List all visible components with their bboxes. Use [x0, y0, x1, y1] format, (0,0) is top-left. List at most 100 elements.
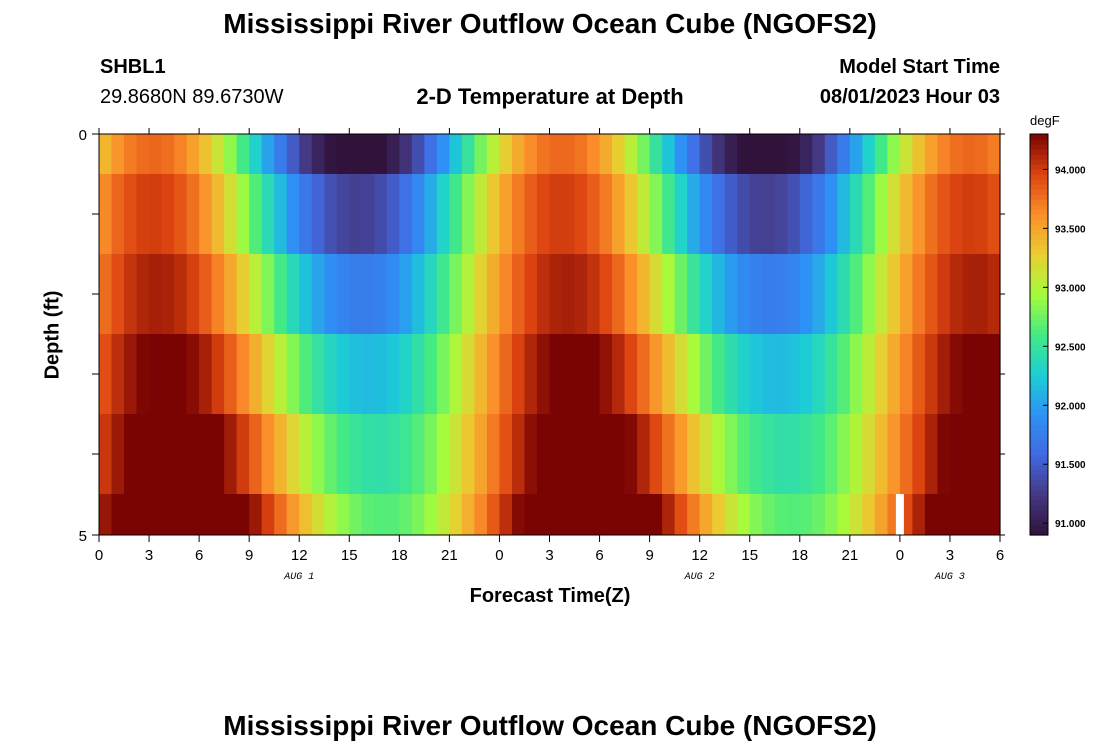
heatmap-cell — [336, 174, 350, 254]
heatmap-cell — [199, 254, 213, 334]
heatmap-cell — [349, 174, 363, 254]
colorbar-band — [1030, 254, 1048, 260]
x-tick-label: 9 — [245, 547, 253, 564]
colorbar-band — [1030, 364, 1048, 371]
heatmap-cell — [399, 134, 413, 174]
heatmap-cell — [549, 414, 563, 494]
heatmap-cell — [687, 174, 701, 254]
colorbar-band — [1030, 169, 1048, 175]
heatmap-cell — [399, 414, 413, 494]
heatmap-cell — [712, 334, 726, 414]
heatmap-cell — [124, 414, 138, 494]
heatmap-cell — [624, 334, 638, 414]
heatmap-cell — [199, 414, 213, 494]
heatmap-cell — [99, 494, 113, 535]
colorbar-band — [1030, 524, 1048, 531]
colorbar-band — [1030, 244, 1048, 250]
heatmap-cell — [124, 254, 138, 334]
heatmap-cell — [424, 134, 438, 174]
heatmap-cell — [674, 134, 688, 174]
heatmap-cell — [649, 254, 663, 334]
heatmap-cell — [324, 254, 338, 334]
heatmap-cell — [361, 254, 375, 334]
heatmap-cell — [824, 254, 838, 334]
heatmap-cell — [562, 134, 576, 174]
heatmap-cell — [261, 414, 275, 494]
heatmap-cell — [424, 254, 438, 334]
heatmap-cell — [249, 334, 263, 414]
heatmap-cell — [637, 254, 651, 334]
heatmap-cell — [662, 174, 676, 254]
heatmap-cell — [411, 334, 425, 414]
heatmap-cell — [799, 334, 813, 414]
heatmap-cell — [837, 134, 851, 174]
heatmap-cell — [824, 174, 838, 254]
heatmap-cell — [336, 494, 350, 535]
heatmap-cell — [974, 254, 989, 334]
colorbar-band — [1030, 429, 1048, 436]
heatmap-cell — [524, 494, 538, 535]
colorbar-band — [1030, 329, 1048, 336]
heatmap-cell — [637, 174, 651, 254]
heatmap-cell — [286, 134, 300, 174]
x-tick-label: 0 — [495, 547, 503, 564]
heatmap-cell — [937, 494, 951, 535]
heatmap-cell — [399, 254, 413, 334]
heatmap-cell — [737, 414, 751, 494]
heatmap-cell — [874, 494, 888, 535]
heatmap-cell — [787, 254, 801, 334]
heatmap-cell — [324, 134, 338, 174]
heatmap-cell — [637, 134, 651, 174]
heatmap-cell — [274, 334, 288, 414]
colorbar-band — [1030, 289, 1048, 295]
heatmap-cell — [887, 134, 901, 174]
heatmap-cell — [274, 134, 288, 174]
heatmap-cell — [249, 254, 263, 334]
heatmap-cell — [261, 174, 275, 254]
heatmap-cell — [549, 494, 563, 535]
heatmap-cell — [511, 414, 526, 494]
heatmap-cell — [699, 174, 713, 254]
colorbar-frame — [1029, 133, 1049, 536]
colorbar-band — [1030, 424, 1048, 431]
heatmap-cell — [974, 494, 989, 535]
colorbar-band — [1030, 324, 1048, 331]
heatmap-cell — [299, 414, 313, 494]
colorbar-band — [1030, 339, 1048, 346]
heatmap-cell — [724, 134, 738, 174]
heatmap-cell — [649, 414, 663, 494]
heatmap-cell — [562, 494, 576, 535]
heatmap-cell — [149, 494, 163, 535]
heatmap-cell — [762, 254, 776, 334]
heatmap-cell — [374, 414, 388, 494]
heatmap-cell — [774, 494, 788, 535]
colorbar-band — [1030, 274, 1048, 280]
heatmap-cell — [862, 174, 876, 254]
heatmap-cell — [449, 334, 463, 414]
heatmap-cell — [249, 494, 263, 535]
colorbar-band — [1030, 474, 1048, 481]
missing-data-marker — [895, 494, 904, 535]
colorbar-band — [1030, 194, 1048, 200]
heatmap-cell — [411, 254, 425, 334]
heatmap-cell — [186, 414, 200, 494]
heatmap-cell — [987, 334, 1001, 414]
heatmap-cell — [249, 134, 263, 174]
heatmap-cell — [787, 134, 801, 174]
heatmap-cell — [311, 494, 325, 535]
heatmap-cell — [824, 414, 838, 494]
heatmap-cell — [912, 134, 926, 174]
heatmap-cell — [511, 174, 526, 254]
heatmap-cell — [136, 494, 150, 535]
heatmap-cell — [899, 134, 913, 174]
heatmap-cell — [411, 174, 425, 254]
heatmap-cell — [774, 254, 788, 334]
colorbar-band — [1030, 389, 1048, 396]
heatmap-cell — [211, 174, 225, 254]
colorbar-band — [1030, 519, 1048, 526]
heatmap-cell — [461, 254, 476, 334]
x-tick-label: 6 — [195, 547, 203, 564]
heatmap-cell — [824, 334, 838, 414]
colorbar-band — [1030, 464, 1048, 471]
heatmap-cell — [612, 134, 626, 174]
